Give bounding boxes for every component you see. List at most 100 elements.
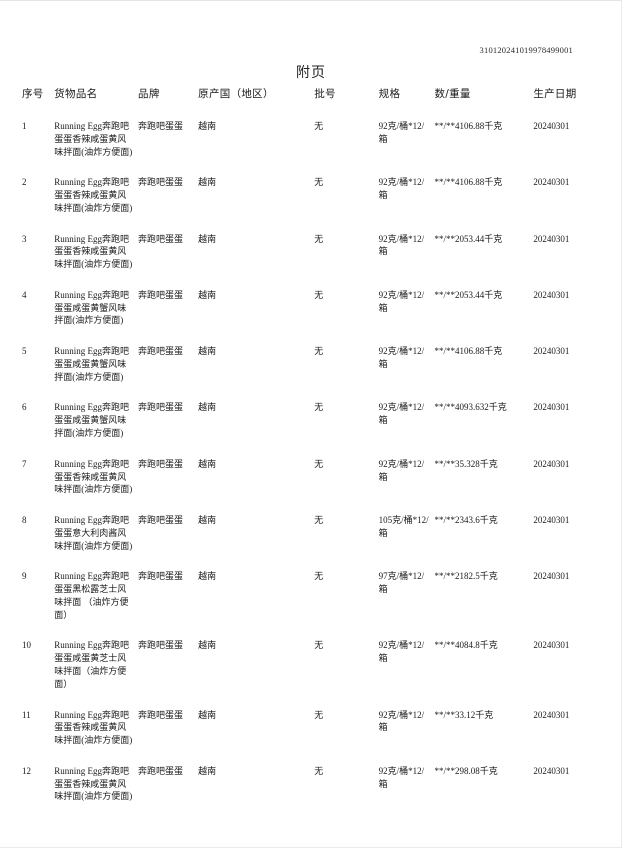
table-row: 6 Running Egg奔跑吧蛋蛋咸蛋黄蟹风味拌面(油炸方便面) 奔跑吧蛋蛋 …: [22, 392, 600, 448]
cell-origin: 越南: [198, 402, 217, 413]
cell-goods-name: Running Egg奔跑吧蛋蛋意大利肉酱风味拌面(油炸方便面): [54, 515, 133, 551]
cell-batch: 无: [314, 402, 324, 413]
cell-brand: 奔跑吧蛋蛋: [138, 765, 184, 776]
cell-brand: 奔跑吧蛋蛋: [138, 458, 184, 469]
cell-spec: 92克/桶*12/箱: [378, 402, 425, 426]
cell-index: 12: [22, 765, 31, 776]
cell-index: 3: [22, 233, 27, 244]
cell-goods-name: Running Egg奔跑吧蛋蛋香辣咸蛋黄风味拌面(油炸方便面): [54, 458, 133, 495]
cell-index: 2: [22, 177, 27, 188]
cell-brand: 奔跑吧蛋蛋: [138, 402, 184, 413]
cell-spec: 92克/桶*12/箱: [378, 765, 425, 789]
table-row: 1 Running Egg奔跑吧蛋蛋香辣咸蛋黄风味拌面(油炸方便面) 奔跑吧蛋蛋…: [22, 111, 600, 167]
cell-spec: 92克/桶*12/箱: [378, 346, 425, 369]
cell-index: 6: [22, 402, 27, 413]
table-row: 9 Running Egg奔跑吧蛋蛋黑松露芝士风味拌面 （油炸方便面） 奔跑吧蛋…: [22, 561, 600, 630]
cell-origin: 越南: [198, 177, 217, 188]
cell-brand: 奔跑吧蛋蛋: [138, 709, 184, 720]
cell-batch: 无: [314, 121, 324, 131]
table-row: 12 Running Egg奔跑吧蛋蛋香辣咸蛋黄风味拌面(油炸方便面) 奔跑吧蛋…: [22, 756, 600, 812]
cell-spec: 97克/桶*12/箱: [378, 571, 425, 595]
table-row: 4 Running Egg奔跑吧蛋蛋咸蛋黄蟹风味拌面(油炸方便面) 奔跑吧蛋蛋 …: [22, 280, 600, 336]
cell-goods-name: Running Egg奔跑吧蛋蛋黑松露芝士风味拌面 （油炸方便面）: [54, 571, 129, 620]
cell-brand: 奔跑吧蛋蛋: [138, 346, 184, 357]
cell-quantity: **/**2343.6千克: [434, 515, 498, 526]
cell-origin: 越南: [198, 233, 217, 244]
cell-goods-name: Running Egg奔跑吧蛋蛋咸蛋黄蟹风味拌面(油炸方便面): [54, 402, 129, 439]
cell-prod-date: 20240301: [533, 640, 570, 651]
cell-index: 5: [22, 346, 27, 357]
cell-prod-date: 20240301: [533, 515, 570, 526]
cell-index: 4: [22, 289, 27, 300]
cell-brand: 奔跑吧蛋蛋: [138, 571, 184, 582]
cell-quantity: **/**298.08千克: [434, 765, 498, 776]
cell-batch: 无: [314, 289, 324, 300]
column-header-quantity: 数/重量: [434, 88, 471, 100]
cell-goods-name: Running Egg奔跑吧蛋蛋咸蛋黄蟹风味拌面(油炸方便面): [54, 289, 129, 326]
cell-brand: 奔跑吧蛋蛋: [138, 515, 184, 526]
cell-prod-date: 20240301: [533, 458, 570, 469]
cell-goods-name: Running Egg奔跑吧蛋蛋咸蛋黄蟹风味拌面(油炸方便面): [54, 346, 129, 382]
column-header-index: 序号: [22, 88, 44, 100]
cell-quantity: **/**4106.88千克: [434, 346, 503, 357]
page-title: 附页: [296, 65, 326, 81]
cell-origin: 越南: [198, 346, 217, 357]
cell-goods-name: Running Egg奔跑吧蛋蛋香辣咸蛋黄风味拌面(油炸方便面): [54, 709, 133, 746]
table-row: 5 Running Egg奔跑吧蛋蛋咸蛋黄蟹风味拌面(油炸方便面) 奔跑吧蛋蛋 …: [22, 336, 600, 392]
cell-prod-date: 20240301: [533, 402, 570, 413]
cell-batch: 无: [314, 458, 324, 469]
column-header-spec: 规格: [378, 88, 401, 100]
cell-prod-date: 20240301: [533, 121, 570, 131]
cell-goods-name: Running Egg奔跑吧蛋蛋香辣咸蛋黄风味拌面(油炸方便面): [54, 765, 133, 802]
cell-index: 9: [22, 571, 27, 582]
cell-batch: 无: [314, 709, 324, 720]
cell-quantity: **/**2053.44千克: [434, 289, 503, 300]
cell-index: 10: [22, 640, 31, 651]
cell-index: 11: [22, 709, 31, 720]
cell-quantity: **/**2182.5千克: [434, 571, 498, 582]
cell-spec: 92克/桶*12/箱: [378, 289, 425, 313]
cell-quantity: **/**4106.88千克: [434, 121, 503, 131]
cell-batch: 无: [314, 515, 324, 526]
cell-spec: 92克/桶*12/箱: [378, 640, 425, 664]
table-row: 10 Running Egg奔跑吧蛋蛋咸蛋黄芝士风味拌面（油炸方便面） 奔跑吧蛋…: [22, 630, 600, 699]
table-row: 7 Running Egg奔跑吧蛋蛋香辣咸蛋黄风味拌面(油炸方便面) 奔跑吧蛋蛋…: [22, 449, 600, 505]
cell-origin: 越南: [198, 709, 217, 720]
cell-brand: 奔跑吧蛋蛋: [138, 177, 184, 188]
cell-index: 8: [22, 515, 27, 526]
cell-goods-name: Running Egg奔跑吧蛋蛋香辣咸蛋黄风味拌面(油炸方便面): [54, 177, 133, 213]
cell-brand: 奔跑吧蛋蛋: [138, 121, 184, 131]
table-row: 2 Running Egg奔跑吧蛋蛋香辣咸蛋黄风味拌面(油炸方便面) 奔跑吧蛋蛋…: [22, 167, 600, 223]
cell-origin: 越南: [198, 121, 217, 131]
cell-spec: 92克/桶*12/箱: [378, 177, 425, 201]
cell-batch: 无: [314, 346, 324, 357]
cell-spec: 105克/桶*12/箱: [378, 515, 429, 538]
cell-prod-date: 20240301: [533, 346, 570, 357]
table-row: 11 Running Egg奔跑吧蛋蛋香辣咸蛋黄风味拌面(油炸方便面) 奔跑吧蛋…: [22, 700, 600, 756]
cell-brand: 奔跑吧蛋蛋: [138, 640, 184, 651]
cell-spec: 92克/桶*12/箱: [378, 709, 425, 733]
cell-quantity: **/**33.12千克: [434, 709, 494, 720]
cell-quantity: **/**35.328千克: [434, 458, 498, 469]
column-header-origin: 原产国（地区）: [198, 88, 274, 100]
cell-batch: 无: [314, 177, 324, 188]
cell-quantity: **/**2053.44千克: [434, 233, 503, 244]
column-header-batch: 批号: [314, 88, 336, 100]
column-header-brand: 品牌: [138, 88, 160, 100]
table-body: 1 Running Egg奔跑吧蛋蛋香辣咸蛋黄风味拌面(油炸方便面) 奔跑吧蛋蛋…: [22, 111, 600, 812]
cell-prod-date: 20240301: [533, 709, 570, 720]
cell-quantity: **/**4106.88千克: [434, 177, 503, 188]
cell-spec: 92克/桶*12/箱: [378, 233, 425, 257]
column-header-goods-name: 货物品名: [54, 88, 98, 100]
cell-origin: 越南: [198, 571, 217, 582]
cell-goods-name: Running Egg奔跑吧蛋蛋香辣咸蛋黄风味拌面(油炸方便面): [54, 233, 133, 270]
cell-goods-name: Running Egg奔跑吧蛋蛋咸蛋黄芝士风味拌面（油炸方便面）: [54, 640, 129, 689]
table-row: 3 Running Egg奔跑吧蛋蛋香辣咸蛋黄风味拌面(油炸方便面) 奔跑吧蛋蛋…: [22, 224, 600, 280]
cell-origin: 越南: [198, 458, 217, 469]
column-header-prod-date: 生产日期: [533, 88, 577, 100]
table-row: 8 Running Egg奔跑吧蛋蛋意大利肉酱风味拌面(油炸方便面) 奔跑吧蛋蛋…: [22, 505, 600, 561]
cell-spec: 92克/桶*12/箱: [378, 121, 425, 144]
document-number: 310120241019978499001: [479, 45, 573, 55]
cell-brand: 奔跑吧蛋蛋: [138, 233, 184, 244]
